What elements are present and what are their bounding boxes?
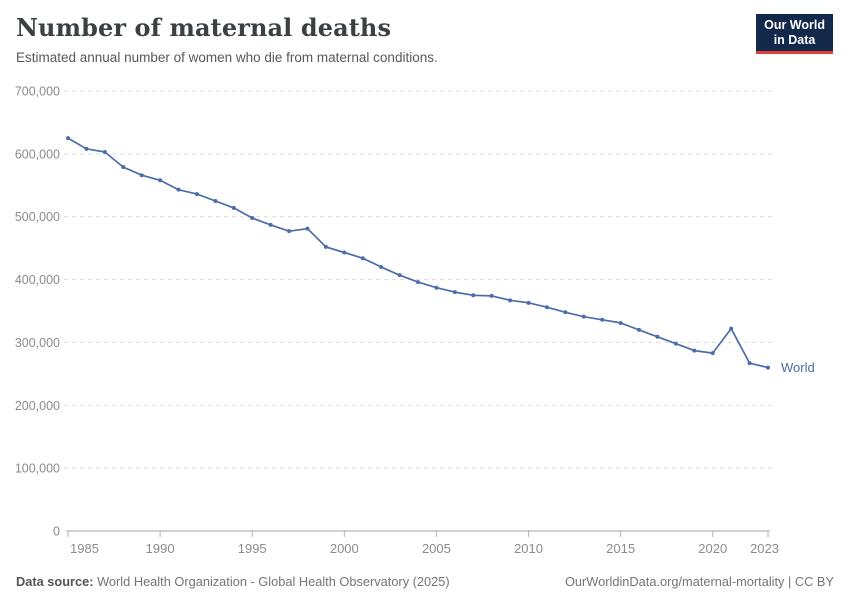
data-point <box>268 222 273 227</box>
data-source-note: Data source: World Health Organization -… <box>16 574 450 589</box>
x-axis-tick-label: 2015 <box>606 541 635 556</box>
data-point <box>471 293 476 298</box>
y-axis-tick-label: 100,000 <box>15 462 60 476</box>
chart-footer: Data source: World Health Organization -… <box>16 574 834 589</box>
world-line-series <box>67 137 769 369</box>
owid-logo-line2: in Data <box>773 33 816 47</box>
x-axis-tick-label: 1985 <box>70 541 99 556</box>
data-point <box>692 348 697 353</box>
x-axis-tick-label: 2023 <box>750 541 779 556</box>
owid-logo-line1: Our World <box>764 18 825 32</box>
data-point <box>729 326 734 331</box>
y-axis-tick-label: 700,000 <box>15 85 60 99</box>
data-source-text: World Health Organization - Global Healt… <box>93 574 450 589</box>
y-axis-tick-label: 300,000 <box>15 336 60 350</box>
data-point <box>287 229 292 234</box>
data-point <box>747 361 752 366</box>
data-point <box>121 165 126 170</box>
series-label-world: World <box>781 360 815 375</box>
data-point <box>618 320 623 325</box>
owid-url-link[interactable]: OurWorldinData.org/maternal-mortality | … <box>564 574 834 589</box>
data-point <box>66 136 70 141</box>
data-point <box>544 305 549 310</box>
data-point <box>673 341 678 346</box>
x-axis-tick-label: 2000 <box>330 541 359 556</box>
data-point <box>600 317 605 322</box>
x-axis-tick-label: 2010 <box>514 541 543 556</box>
y-axis-tick-label: 600,000 <box>15 147 60 161</box>
data-point <box>710 351 715 356</box>
y-axis-tick-label: 0 <box>53 525 60 539</box>
data-point <box>305 226 310 231</box>
data-point <box>360 256 365 261</box>
data-point <box>139 173 144 178</box>
page-title: Number of maternal deaths <box>16 13 392 42</box>
data-point <box>102 149 107 154</box>
y-axis-tick-label: 200,000 <box>15 399 60 413</box>
data-source-label: Data source: <box>16 574 94 589</box>
data-point <box>84 146 89 151</box>
data-point <box>323 244 328 249</box>
data-point <box>526 300 531 305</box>
data-point <box>581 314 586 319</box>
data-point <box>342 250 347 255</box>
x-axis-tick-label: 1995 <box>238 541 267 556</box>
data-point <box>489 293 494 298</box>
data-point <box>766 365 770 370</box>
data-point <box>194 192 199 197</box>
chart-subtitle: Estimated annual number of women who die… <box>16 50 438 65</box>
data-point <box>250 215 255 220</box>
owid-logo: Our World in Data <box>756 14 833 54</box>
data-point <box>416 280 420 285</box>
data-point <box>452 290 457 295</box>
data-point <box>231 205 236 210</box>
data-point <box>655 334 660 339</box>
data-point <box>508 298 513 303</box>
data-point <box>637 327 642 332</box>
data-point <box>434 285 439 290</box>
y-axis-tick-label: 400,000 <box>15 273 60 287</box>
data-point <box>213 199 218 203</box>
x-axis-tick-label: 1990 <box>146 541 175 556</box>
y-axis-tick-label: 500,000 <box>15 210 60 224</box>
x-axis-tick-label: 2020 <box>698 541 727 556</box>
data-point <box>379 265 384 269</box>
x-axis-tick-label: 2005 <box>422 541 451 556</box>
data-point <box>158 178 163 183</box>
data-point <box>563 310 568 315</box>
data-point <box>176 187 181 192</box>
data-point <box>397 273 402 278</box>
